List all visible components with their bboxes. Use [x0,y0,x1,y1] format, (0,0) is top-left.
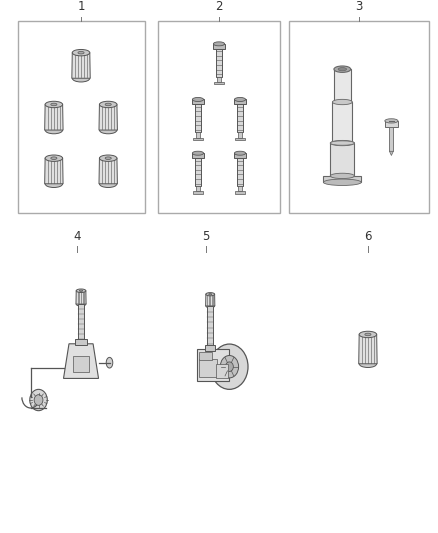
Text: 2: 2 [215,1,223,13]
Ellipse shape [99,155,117,161]
Ellipse shape [323,179,361,185]
Bar [334,69,351,102]
Bar [195,158,201,186]
Bar [323,176,361,182]
Ellipse shape [76,289,86,293]
Ellipse shape [385,119,398,123]
Ellipse shape [34,394,43,405]
Ellipse shape [30,389,47,410]
Ellipse shape [45,180,63,188]
Ellipse shape [72,50,90,56]
Polygon shape [389,151,393,156]
Ellipse shape [226,362,233,372]
Ellipse shape [234,151,246,155]
Bar [195,104,201,132]
Ellipse shape [208,294,212,295]
Bar [332,102,352,143]
Bar [330,143,354,176]
Ellipse shape [45,126,63,134]
Polygon shape [64,344,99,378]
Bar [234,100,246,104]
Polygon shape [76,290,86,304]
Ellipse shape [99,126,117,134]
Ellipse shape [51,103,57,106]
Bar [199,352,212,360]
Bar [193,138,203,140]
Bar [196,186,200,191]
Text: 1: 1 [77,1,85,13]
Ellipse shape [330,140,354,146]
Text: 6: 6 [364,230,372,243]
Ellipse shape [365,333,371,336]
Ellipse shape [359,360,377,368]
Bar [192,153,204,158]
Ellipse shape [105,103,111,106]
Polygon shape [99,158,117,184]
Ellipse shape [334,66,351,72]
Ellipse shape [330,173,354,179]
Ellipse shape [213,42,225,46]
Ellipse shape [99,180,117,188]
Bar [217,77,221,82]
Ellipse shape [105,157,111,159]
Ellipse shape [76,302,86,306]
Ellipse shape [72,75,90,82]
Ellipse shape [192,151,204,155]
Bar [192,100,204,104]
Bar [237,158,243,186]
Polygon shape [206,294,215,306]
Bar [158,21,280,213]
Ellipse shape [338,68,346,71]
Bar [208,306,213,349]
Bar [237,104,243,132]
Bar [78,304,84,344]
Bar [197,349,230,381]
Ellipse shape [330,141,354,145]
Ellipse shape [359,331,377,338]
Text: 5: 5 [202,230,209,243]
Text: 4: 4 [73,230,81,243]
Bar [213,44,225,49]
Polygon shape [45,158,63,184]
Ellipse shape [211,344,248,389]
Polygon shape [99,104,117,130]
Bar [216,49,222,77]
Polygon shape [72,53,90,78]
Ellipse shape [206,293,215,296]
Bar [73,356,89,372]
Ellipse shape [106,357,113,368]
Bar [289,21,429,213]
Bar [234,153,246,158]
Bar [238,186,242,191]
Ellipse shape [206,304,215,308]
Bar [196,132,200,138]
Bar [238,132,242,138]
Bar [235,138,245,140]
Ellipse shape [51,157,57,159]
Ellipse shape [45,101,63,108]
Bar [18,21,145,213]
Bar [214,82,224,84]
Polygon shape [45,104,63,130]
Bar [216,364,228,378]
Bar [235,191,245,193]
Ellipse shape [78,51,84,54]
Bar [199,359,217,377]
Bar [205,345,215,351]
Bar [193,191,203,193]
Polygon shape [359,335,377,364]
Bar [389,127,393,151]
Ellipse shape [45,155,63,161]
Ellipse shape [192,98,204,101]
Ellipse shape [332,99,352,104]
Ellipse shape [79,290,83,292]
Ellipse shape [99,101,117,108]
Bar [75,339,87,345]
Ellipse shape [220,356,239,378]
Ellipse shape [234,98,246,101]
Bar [385,121,398,127]
Text: 3: 3 [356,1,363,13]
